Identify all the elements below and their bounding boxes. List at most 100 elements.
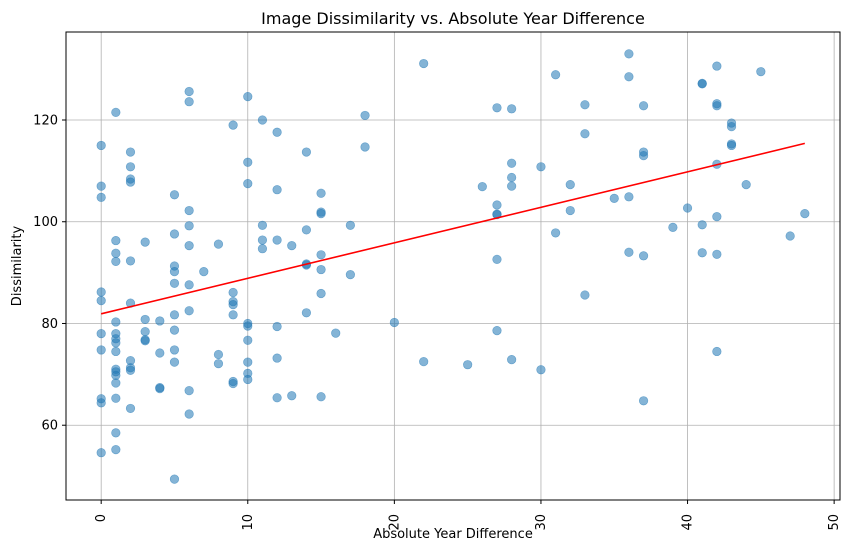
data-point (243, 321, 253, 331)
data-point (697, 220, 707, 230)
trend-line-group (100, 142, 806, 315)
data-point (580, 100, 590, 110)
data-point (301, 308, 312, 318)
data-point (111, 393, 121, 403)
data-point (272, 321, 282, 332)
data-point (140, 327, 150, 337)
data-point (243, 178, 253, 189)
data-point (228, 300, 238, 310)
data-point (565, 180, 575, 190)
data-point (96, 287, 106, 297)
data-point (184, 306, 194, 316)
data-point (316, 288, 326, 299)
data-point (111, 370, 121, 380)
data-point (96, 345, 106, 355)
data-point (243, 374, 253, 385)
data-point (697, 248, 707, 258)
data-point (228, 120, 238, 130)
data-point (228, 378, 238, 389)
data-point (580, 129, 590, 139)
data-point (712, 101, 722, 111)
data-point (712, 249, 722, 259)
data-point (272, 127, 282, 137)
data-point (184, 97, 194, 107)
data-point (169, 357, 180, 367)
data-point (316, 209, 326, 219)
x-tick-label: 10 (241, 514, 256, 531)
data-point (360, 142, 370, 152)
data-point (345, 270, 355, 280)
data-point (316, 250, 326, 260)
data-point (492, 200, 502, 210)
data-point (184, 409, 194, 419)
data-point (213, 359, 224, 369)
data-point (726, 122, 737, 132)
data-point (726, 140, 737, 151)
data-point (111, 317, 121, 327)
data-point (507, 172, 517, 183)
y-axis-label: Dissimilarity (10, 226, 25, 307)
data-point (463, 360, 473, 370)
data-point (785, 231, 795, 241)
data-point (169, 474, 180, 484)
data-point (169, 229, 180, 239)
data-point (492, 326, 502, 336)
data-point (360, 110, 370, 121)
data-point (155, 316, 165, 326)
data-point (316, 264, 326, 275)
data-point (638, 101, 649, 111)
data-point (257, 115, 268, 125)
data-point (287, 391, 297, 401)
data-point (800, 209, 810, 219)
data-point (111, 378, 121, 388)
data-point (580, 290, 590, 300)
data-point (111, 256, 121, 267)
data-point (111, 235, 121, 246)
y-tick-label: 100 (33, 215, 58, 230)
x-axis-label: Absolute Year Difference (373, 527, 533, 542)
data-point (477, 182, 487, 192)
data-point (272, 235, 282, 245)
data-point (536, 365, 546, 375)
data-point (316, 188, 326, 198)
data-point (199, 266, 209, 277)
data-point (184, 241, 194, 251)
x-tick-label: 40 (681, 514, 696, 531)
data-point (96, 329, 106, 339)
data-point (111, 445, 121, 455)
data-point (609, 193, 619, 203)
data-point (243, 92, 253, 102)
data-point (492, 254, 502, 264)
data-point (638, 396, 649, 406)
data-point (111, 428, 121, 438)
data-point (551, 228, 561, 238)
data-point (638, 151, 649, 161)
data-point (668, 222, 678, 232)
data-point (169, 278, 180, 288)
data-point (140, 314, 150, 325)
x-tick-label: 30 (534, 514, 549, 531)
y-tick-label: 60 (41, 419, 58, 434)
data-point (257, 244, 268, 254)
data-point (243, 335, 253, 345)
grid-lines (66, 32, 840, 500)
data-point (272, 353, 282, 363)
y-tick-label: 120 (33, 114, 58, 129)
data-point (345, 220, 355, 230)
data-point (682, 203, 693, 213)
data-point (125, 147, 136, 157)
data-point (756, 67, 766, 77)
data-point (96, 181, 106, 191)
y-axis-ticks: 60 80 100 120 (33, 114, 66, 434)
data-point (507, 104, 517, 114)
data-point (125, 177, 136, 187)
data-point (111, 248, 121, 258)
data-point (228, 287, 238, 298)
data-point (111, 107, 121, 117)
data-point (184, 205, 194, 216)
data-point (624, 49, 634, 59)
data-point (96, 140, 106, 151)
data-point (169, 345, 180, 355)
data-point (213, 239, 224, 249)
